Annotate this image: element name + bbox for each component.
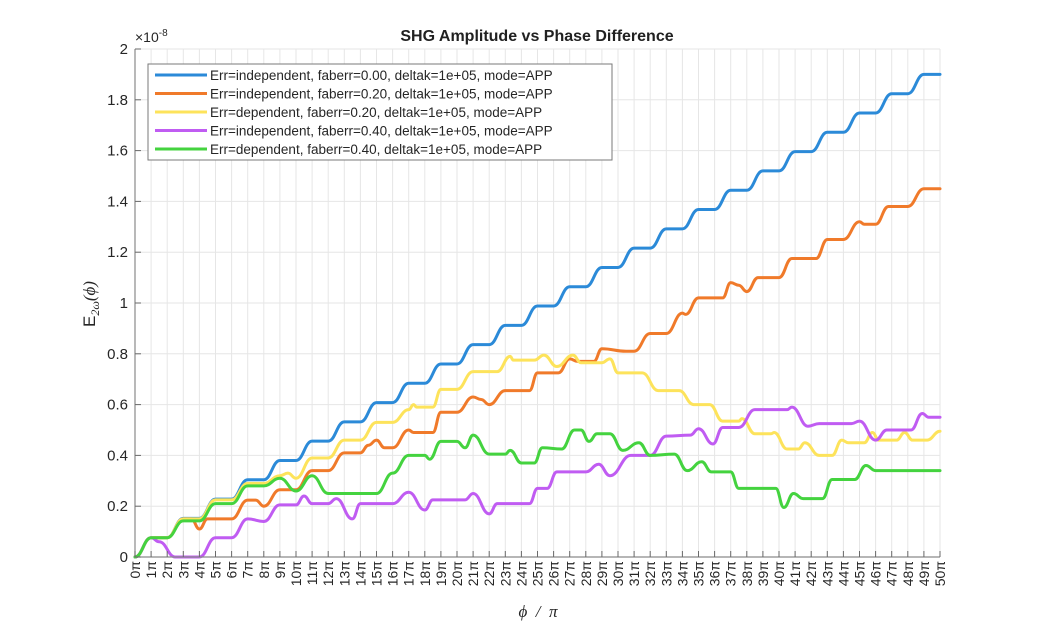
x-tick-label: 5π (208, 561, 224, 579)
x-tick-label: 47π (884, 561, 900, 587)
x-tick-label: 29π (594, 561, 610, 587)
x-tick-label: 41π (787, 561, 803, 587)
x-tick-label: 14π (352, 561, 368, 587)
x-tick-label: 40π (771, 561, 787, 587)
series-line-4 (133, 405, 942, 559)
y-tick-label: 0.2 (107, 498, 128, 515)
x-tick-label: 23π (497, 561, 513, 587)
series-line-5 (133, 428, 942, 559)
y-tick-labels: 0 0.2 0.4 0.6 0.8 1 1.2 1.4 1.6 1.8 2 (107, 41, 128, 566)
legend-label: Err=independent, faberr=0.40, deltak=1e+… (210, 124, 553, 139)
x-axis-label: ϕ / π (518, 602, 558, 621)
x-tick-label: 34π (674, 561, 690, 587)
x-tick-label: 1π (143, 561, 159, 579)
legend: Err=independent, faberr=0.00, deltak=1e+… (147, 63, 613, 161)
y-tick-label: 2 (120, 41, 128, 58)
x-tick-label: 2π (159, 561, 175, 579)
chart-title: SHG Amplitude vs Phase Difference (400, 28, 673, 45)
legend-label: Err=dependent, faberr=0.40, deltak=1e+05… (210, 142, 542, 157)
y-exponent: ×10-8 (135, 28, 168, 45)
y-axis-label: E2ω(ϕ) (80, 281, 102, 327)
y-tick-label: 1 (120, 295, 128, 312)
y-tick-label: 1.4 (107, 193, 128, 210)
series-lines (133, 72, 942, 559)
x-tick-label: 8π (256, 561, 272, 579)
x-tick-labels: 0π 1π 2π 3π 4π 5π 6π 7π 8π 9π 10π 11π 12π 13π 14π 15π 16… (127, 561, 948, 587)
x-tick-label: 46π (868, 561, 884, 587)
x-tick-label: 22π (481, 561, 497, 587)
x-tick-label: 31π (626, 561, 642, 587)
series-line-3 (133, 353, 942, 559)
x-tick-label: 32π (642, 561, 658, 587)
x-tick-label: 37π (723, 561, 739, 587)
x-tick-label: 24π (513, 561, 529, 587)
y-tick-label: 0.6 (107, 397, 128, 414)
x-tick-label: 27π (562, 561, 578, 587)
series-line-2 (133, 187, 942, 559)
x-tick-label: 7π (240, 561, 256, 579)
legend-box (147, 63, 613, 161)
legend-entry: Err=dependent, faberr=0.20, deltak=1e+05… (155, 105, 542, 120)
x-tick-label: 16π (385, 561, 401, 587)
x-tick-label: 36π (707, 561, 723, 587)
y-tick-label: 1.2 (107, 244, 128, 261)
x-tick-label: 0π (127, 561, 143, 579)
y-exponent-base: ×10 (135, 29, 159, 45)
y-exponent-power: -8 (159, 28, 168, 39)
x-tick-label: 17π (401, 561, 417, 587)
x-tick-label: 50π (932, 561, 948, 587)
x-tick-label: 3π (175, 561, 191, 579)
legend-entry: Err=dependent, faberr=0.40, deltak=1e+05… (155, 142, 542, 157)
x-tick-label: 33π (658, 561, 674, 587)
x-tick-label: 30π (610, 561, 626, 587)
x-tick-label: 45π (852, 561, 868, 587)
legend-entry: Err=independent, faberr=0.20, deltak=1e+… (155, 87, 553, 102)
legend-label: Err=dependent, faberr=0.20, deltak=1e+05… (210, 105, 542, 120)
x-tick-label: 6π (224, 561, 240, 579)
axes (134, 48, 941, 558)
legend-label: Err=independent, faberr=0.00, deltak=1e+… (210, 68, 553, 83)
y-tick-label: 1.6 (107, 143, 128, 160)
x-tick-label: 9π (272, 561, 288, 579)
x-tick-label: 28π (578, 561, 594, 587)
x-tick-label: 26π (546, 561, 562, 587)
x-tick-label: 18π (417, 561, 433, 587)
x-tick-label: 43π (819, 561, 835, 587)
x-tick-label: 21π (465, 561, 481, 587)
x-tick-label: 38π (739, 561, 755, 587)
x-tick-label: 25π (530, 561, 546, 587)
y-label-sub: 2ω (88, 301, 102, 315)
x-tick-label: 35π (691, 561, 707, 587)
x-tick-label: 42π (803, 561, 819, 587)
x-tick-label: 39π (755, 561, 771, 587)
x-tick-label: 20π (449, 561, 465, 587)
x-tick-label: 4π (191, 561, 207, 579)
x-tick-label: 12π (320, 561, 336, 587)
x-tick-label: 44π (835, 561, 851, 587)
x-tick-label: 49π (916, 561, 932, 587)
x-tick-label: 13π (336, 561, 352, 587)
x-tick-label: 48π (900, 561, 916, 587)
y-label-arg: (ϕ) (80, 281, 99, 301)
y-tick-label: 0.4 (107, 447, 128, 464)
y-tick-label: 1.8 (107, 92, 128, 109)
x-tick-label: 11π (304, 561, 320, 586)
x-tick-label: 15π (369, 561, 385, 587)
x-tick-label: 10π (288, 561, 304, 587)
series-line-1 (133, 72, 942, 559)
y-tick-label: 0 (120, 549, 128, 566)
y-tick-label: 0.8 (107, 346, 128, 363)
x-tick-label: 19π (433, 561, 449, 587)
y-label-main: E (80, 316, 99, 327)
legend-label: Err=independent, faberr=0.20, deltak=1e+… (210, 87, 553, 102)
legend-entry: Err=independent, faberr=0.40, deltak=1e+… (155, 124, 553, 139)
legend-entry: Err=independent, faberr=0.00, deltak=1e+… (155, 68, 553, 83)
